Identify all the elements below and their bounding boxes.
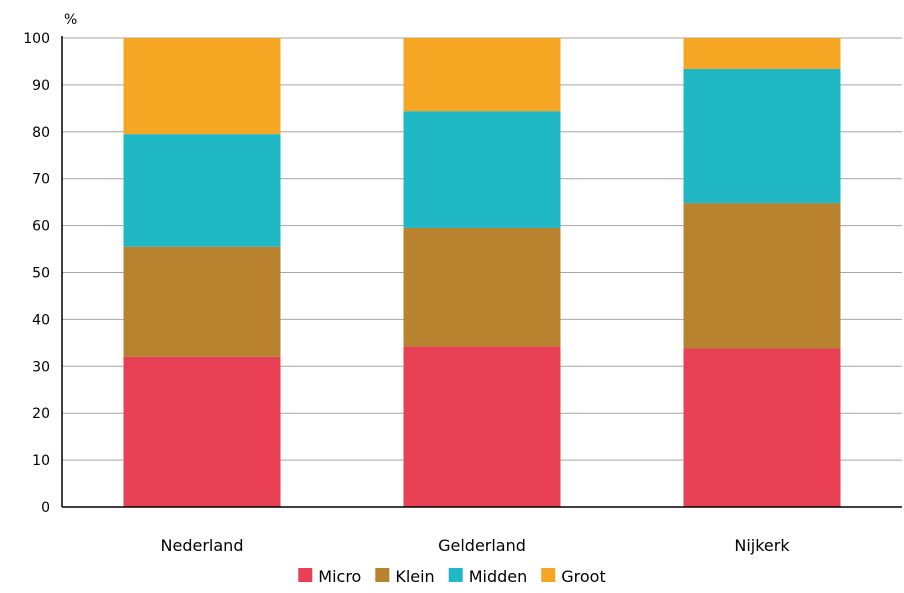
x-category-label: Nijkerk bbox=[734, 536, 790, 555]
bar-segment-groot bbox=[683, 38, 841, 69]
y-tick-label: 100 bbox=[23, 31, 50, 47]
y-tick-label: 60 bbox=[32, 219, 50, 235]
bar-segment-midden bbox=[403, 111, 561, 228]
bar-segment-klein bbox=[403, 227, 561, 347]
legend-swatch-midden bbox=[448, 568, 463, 582]
legend-swatch-micro bbox=[298, 568, 313, 582]
y-tick-label: 90 bbox=[32, 78, 50, 94]
legend-swatch-groot bbox=[541, 568, 556, 582]
bars bbox=[123, 38, 841, 507]
y-tick-label: 50 bbox=[32, 266, 50, 282]
x-category-label: Gelderland bbox=[438, 536, 526, 555]
y-tick-label: 10 bbox=[32, 453, 50, 469]
legend-label: Micro bbox=[318, 567, 361, 586]
y-tick-label: 0 bbox=[41, 500, 50, 516]
x-category-label: Nederland bbox=[161, 536, 244, 555]
bar-segment-groot bbox=[403, 38, 561, 112]
y-tick-label: 70 bbox=[32, 172, 50, 188]
y-tick-label: 40 bbox=[32, 312, 50, 328]
y-unit-label: % bbox=[64, 12, 77, 28]
legend-label: Midden bbox=[469, 567, 528, 586]
bar-segment-midden bbox=[683, 68, 841, 204]
legend-swatch-klein bbox=[375, 568, 390, 582]
bar-segment-groot bbox=[123, 38, 281, 135]
legend: Micro Klein Midden Groot bbox=[298, 567, 606, 586]
bar-segment-klein bbox=[683, 203, 841, 349]
bar-segment-micro bbox=[123, 356, 281, 507]
y-tick-label: 30 bbox=[32, 359, 50, 375]
axes: 0 10 20 30 40 50 60 70 80 90 100 Nederland Gelderlan… bbox=[23, 31, 902, 555]
bar-segment-micro bbox=[683, 348, 841, 507]
bar-segment-midden bbox=[123, 134, 281, 247]
legend-label: Klein bbox=[395, 567, 434, 586]
bar-segment-micro bbox=[403, 346, 561, 507]
y-tick-label: 80 bbox=[32, 125, 50, 141]
legend-label: Groot bbox=[561, 567, 605, 586]
y-tick-label: 20 bbox=[32, 406, 50, 422]
bar-segment-klein bbox=[123, 246, 281, 357]
